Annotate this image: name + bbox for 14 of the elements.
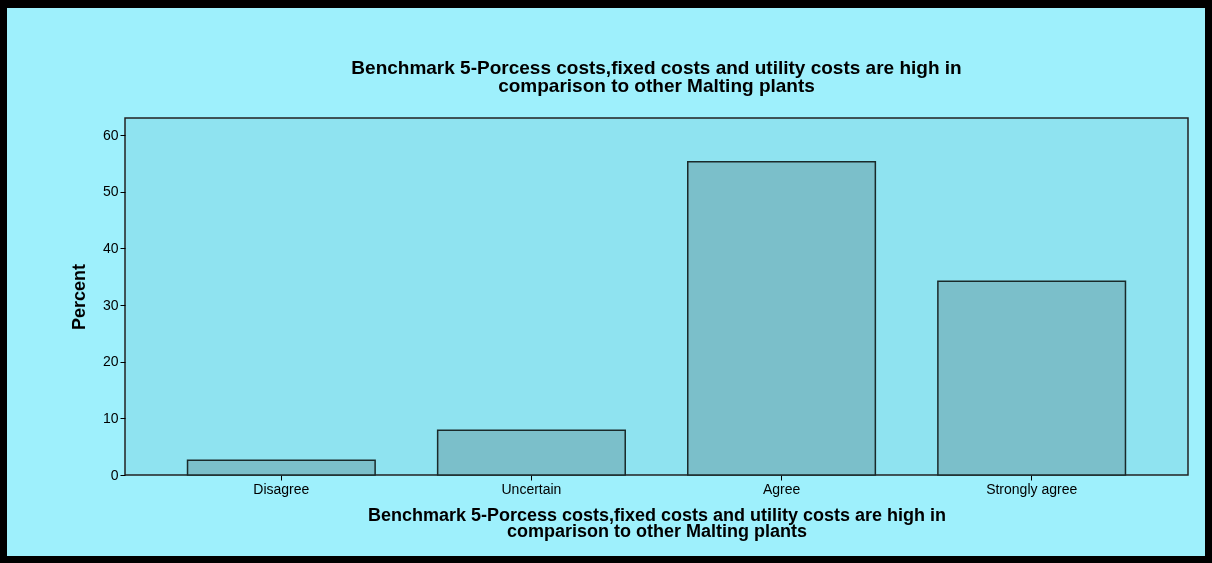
y-tick-label: 50 (102, 183, 119, 200)
y-tick-label: 10 (102, 409, 119, 426)
y-tick-label: 20 (102, 353, 119, 370)
y-tick-label: 30 (102, 296, 119, 313)
x-tick-label: Uncertain (501, 480, 562, 497)
y-tick-label: 60 (102, 126, 119, 143)
x-tick-label: Agree (762, 480, 801, 497)
y-tick-label: 0 (110, 466, 119, 483)
y-tick-label: 40 (102, 239, 119, 256)
y-axis-title: Percent (68, 263, 89, 331)
x-axis-title: Benchmark 5-Porcess costs,fixed costs and utility costs are high in comparison to other Malting plants (367, 504, 947, 541)
x-tick-label: Disagree (253, 480, 310, 497)
x-tick-label: Strongly agree (986, 480, 1078, 497)
chart-title: Benchmark 5-Porcess costs,fixed costs and utility costs are high in comparison to other Malting plants (351, 57, 962, 96)
